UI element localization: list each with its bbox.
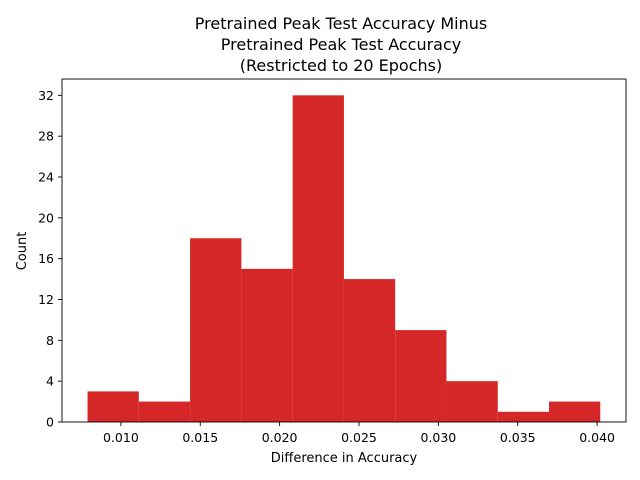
y-tick-label: 32 (38, 88, 54, 103)
plot-frame (61, 78, 627, 423)
histogram-bar (343, 279, 396, 422)
y-tick-label: 12 (38, 292, 54, 307)
x-tick-label: 0.015 (182, 430, 218, 445)
histogram-bar (138, 401, 191, 422)
x-tick-label: 0.020 (262, 430, 298, 445)
chart-title-line-1: Pretrained Peak Test Accuracy Minus (195, 14, 487, 33)
y-tick-label: 28 (38, 129, 54, 144)
x-tick-label: 0.030 (420, 430, 456, 445)
x-tick-label: 0.025 (341, 430, 377, 445)
histogram-bar (190, 238, 242, 422)
y-tick-label: 16 (38, 251, 54, 266)
y-tick-label: 4 (46, 374, 54, 389)
x-tick-label: 0.035 (500, 430, 536, 445)
x-axis-label: Difference in Accuracy (271, 451, 418, 466)
histogram-bar (446, 381, 498, 422)
x-tick-label: 0.010 (103, 430, 139, 445)
y-axis-label: Count (15, 232, 30, 271)
histogram-bar (395, 330, 447, 423)
histogram-bar (292, 95, 344, 422)
chart-title-line-3: (Restricted to 20 Epochs) (240, 56, 442, 75)
histogram-bar (87, 391, 139, 423)
histogram-bar (549, 401, 601, 422)
histogram-bar (241, 268, 293, 423)
y-tick-label: 8 (46, 333, 54, 348)
bars-group (87, 95, 601, 423)
y-tick-label: 0 (46, 415, 54, 430)
histogram-bar (497, 411, 550, 422)
chart-title-line-2: Pretrained Peak Test Accuracy (221, 35, 461, 54)
y-tick-label: 20 (38, 210, 54, 225)
y-axis-ticks: 0 4 8 12 16 20 24 28 32 (38, 88, 62, 430)
x-axis-ticks: 0.010 0.015 0.020 0.025 0.030 0.035 0.040 (103, 422, 615, 445)
x-tick-label: 0.040 (579, 430, 615, 445)
y-tick-label: 24 (38, 170, 54, 185)
